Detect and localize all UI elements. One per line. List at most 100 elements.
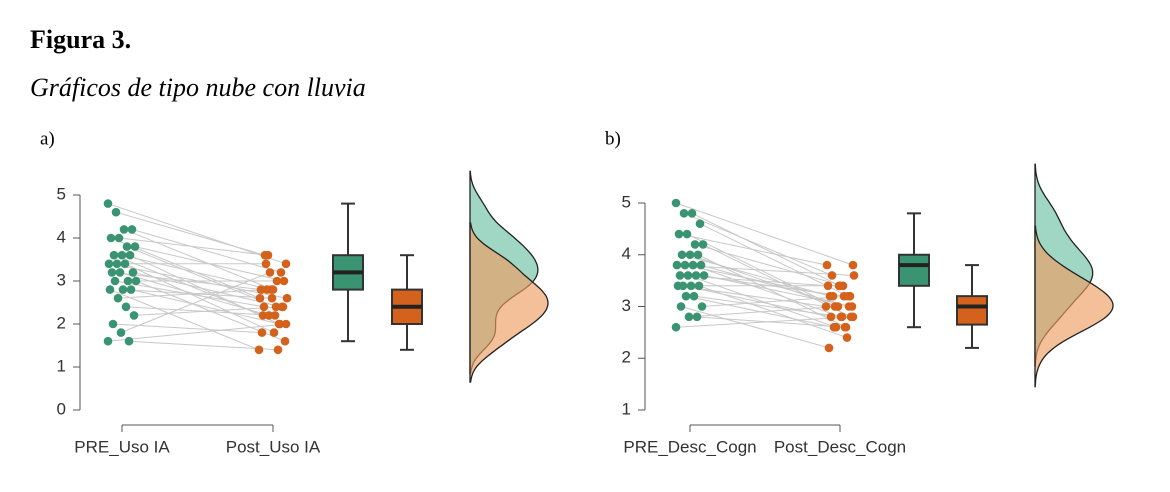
point bbox=[840, 322, 850, 332]
point bbox=[676, 302, 686, 311]
point bbox=[681, 291, 691, 301]
pair-line bbox=[109, 289, 260, 351]
y-tick-label: 4 bbox=[622, 244, 631, 263]
point bbox=[120, 259, 130, 269]
point bbox=[695, 219, 705, 228]
point bbox=[682, 229, 692, 239]
point bbox=[847, 302, 857, 311]
pair-line bbox=[107, 323, 287, 342]
density bbox=[1034, 225, 1114, 388]
pair-line bbox=[694, 243, 844, 287]
point bbox=[126, 285, 136, 294]
point bbox=[124, 336, 134, 346]
point bbox=[125, 250, 135, 260]
point bbox=[269, 328, 279, 337]
point bbox=[256, 285, 266, 294]
point bbox=[824, 343, 834, 353]
point bbox=[699, 271, 709, 280]
x-tick-label: PRE_Desc_Cogn bbox=[623, 437, 756, 456]
point bbox=[680, 260, 690, 270]
pair-line bbox=[681, 254, 831, 297]
point bbox=[113, 293, 123, 303]
pair-line bbox=[691, 212, 841, 287]
point bbox=[259, 302, 269, 312]
point bbox=[255, 293, 265, 303]
density bbox=[469, 222, 549, 383]
pair-line bbox=[687, 274, 837, 328]
point bbox=[822, 260, 832, 270]
pair-line bbox=[677, 285, 827, 307]
y-tick-label: 1 bbox=[622, 399, 631, 418]
point bbox=[693, 250, 703, 260]
point bbox=[837, 312, 847, 322]
pair-line bbox=[117, 289, 268, 299]
point bbox=[684, 312, 694, 322]
point bbox=[691, 271, 701, 280]
point bbox=[694, 281, 704, 291]
point bbox=[834, 281, 844, 291]
point bbox=[280, 336, 290, 346]
pair-line bbox=[123, 228, 274, 291]
point bbox=[692, 312, 702, 322]
point bbox=[687, 209, 697, 218]
pair-line bbox=[683, 212, 833, 276]
point bbox=[849, 271, 859, 280]
pair-line bbox=[131, 228, 282, 273]
y-tick-label: 3 bbox=[622, 296, 631, 315]
box bbox=[898, 253, 930, 287]
point bbox=[698, 240, 708, 249]
panel-label: a) bbox=[40, 128, 55, 149]
point bbox=[107, 268, 117, 277]
pair-line bbox=[675, 316, 854, 328]
point bbox=[105, 285, 115, 294]
point bbox=[271, 302, 281, 312]
x-tick-label: Post_Desc_Cogn bbox=[774, 437, 906, 456]
point bbox=[254, 345, 264, 355]
point bbox=[829, 322, 839, 332]
y-tick-label: 5 bbox=[57, 184, 66, 203]
point bbox=[273, 345, 283, 355]
point bbox=[128, 268, 138, 277]
point bbox=[671, 198, 681, 208]
point bbox=[270, 311, 280, 320]
point bbox=[281, 319, 291, 329]
point bbox=[278, 302, 288, 312]
point bbox=[267, 293, 277, 303]
point bbox=[275, 319, 285, 329]
pair-line bbox=[121, 254, 272, 291]
point bbox=[279, 276, 289, 286]
pair-line bbox=[693, 295, 843, 318]
point bbox=[689, 291, 699, 301]
point bbox=[118, 285, 128, 294]
point bbox=[685, 250, 695, 260]
point bbox=[821, 302, 831, 311]
point bbox=[672, 260, 682, 270]
pair-line bbox=[688, 306, 838, 318]
point bbox=[122, 242, 132, 251]
point bbox=[688, 260, 698, 270]
pair-line bbox=[124, 263, 275, 334]
point bbox=[121, 302, 131, 312]
point bbox=[123, 276, 133, 286]
point bbox=[131, 276, 141, 286]
point bbox=[828, 291, 838, 301]
point bbox=[114, 233, 124, 243]
point bbox=[261, 259, 271, 269]
point bbox=[282, 293, 292, 303]
x-tick-label: Post_Uso IA bbox=[226, 437, 321, 456]
point bbox=[109, 250, 119, 260]
point bbox=[832, 302, 842, 311]
pair-line bbox=[703, 274, 853, 307]
point bbox=[673, 281, 683, 291]
pair-line bbox=[699, 223, 849, 297]
pair-line bbox=[680, 306, 830, 349]
pair-line bbox=[133, 306, 284, 316]
y-tick-label: 3 bbox=[57, 270, 66, 289]
x-tick-label: PRE_Uso IA bbox=[74, 437, 170, 456]
pair-line bbox=[118, 237, 269, 256]
point bbox=[130, 242, 140, 251]
point bbox=[119, 225, 129, 234]
point bbox=[842, 333, 852, 342]
point bbox=[272, 276, 282, 286]
